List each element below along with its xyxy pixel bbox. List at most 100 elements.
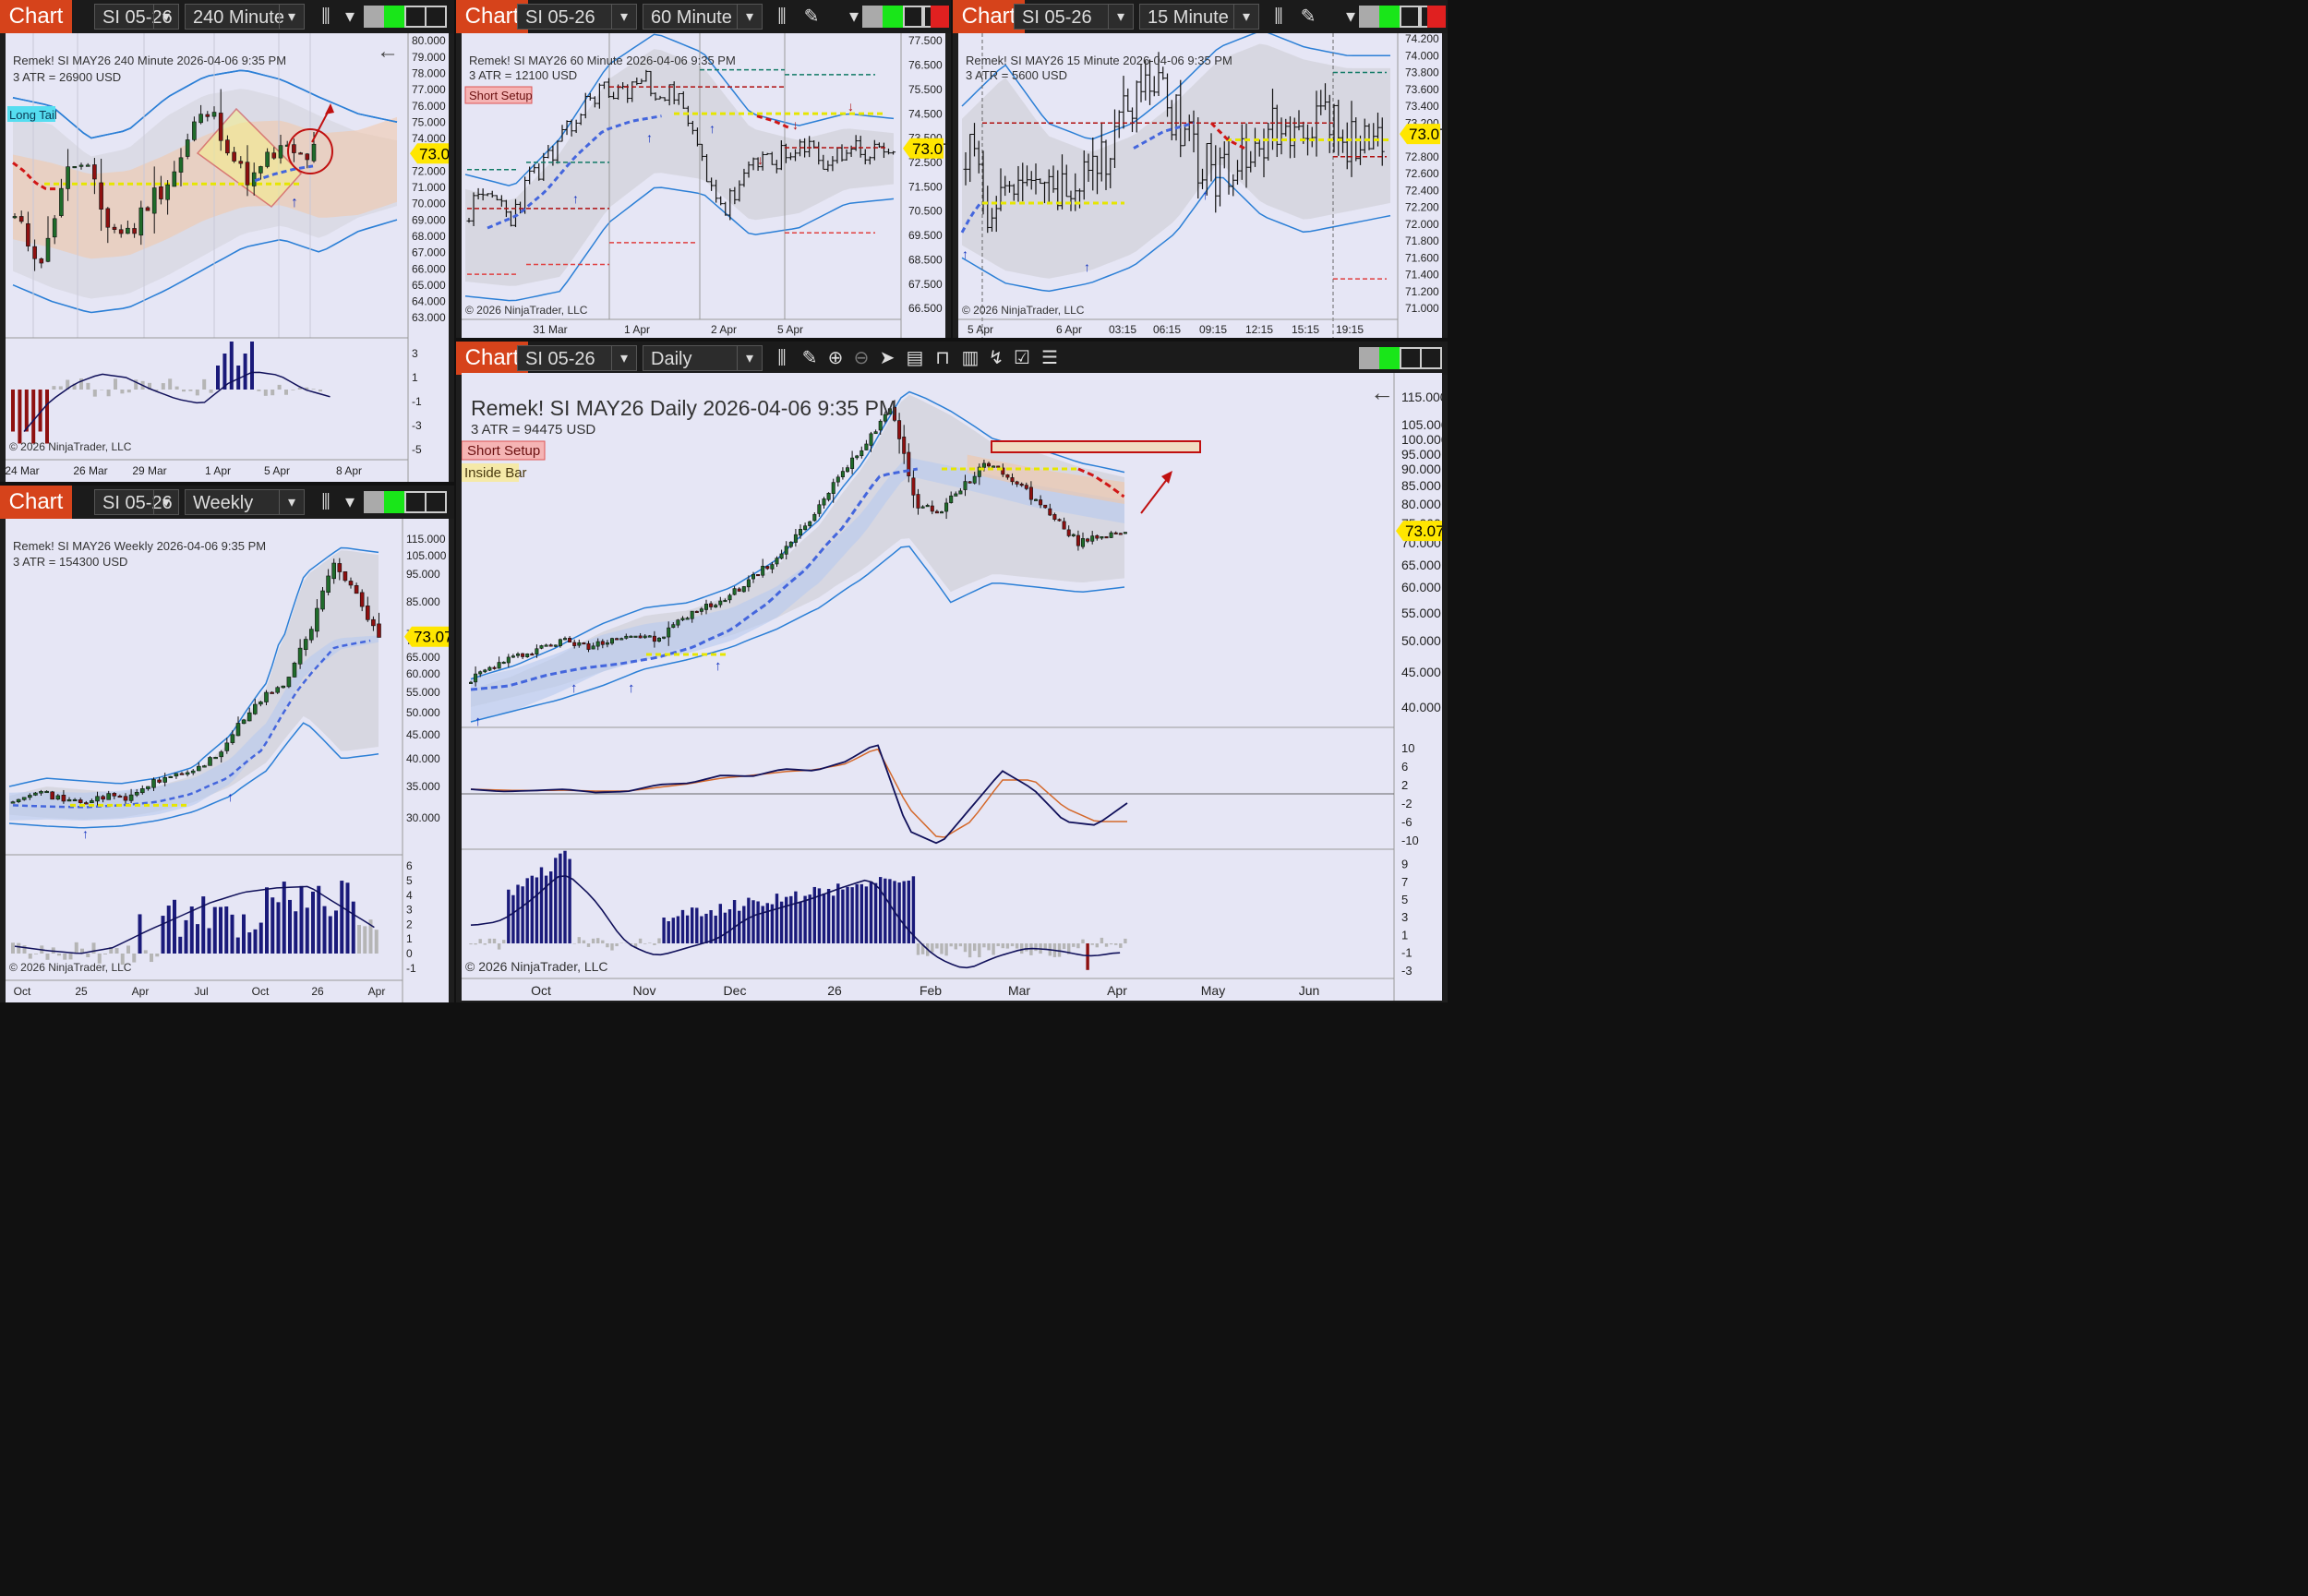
candle: [591, 645, 595, 650]
instrument-selector[interactable]: SI 05-26 ▾: [94, 489, 179, 515]
histogram-bar: [63, 954, 67, 960]
histogram-bar: [643, 943, 647, 944]
interval-selector[interactable]: 240 Minute ▾: [185, 4, 305, 30]
chart-pane[interactable]: ↑ ↑ ↑ ↑ Remek! SI MAY26 Daily 2026-04-06 9:3…: [462, 373, 1442, 1001]
data-box-icon[interactable]: ▤: [906, 348, 924, 368]
minimize-icon[interactable]: [1400, 347, 1422, 369]
gray-tile-icon[interactable]: [862, 6, 884, 28]
chevron-down-icon[interactable]: ▾: [611, 346, 636, 370]
gray-tile-icon[interactable]: [1359, 347, 1381, 369]
draw-pencil-icon[interactable]: ✎: [1300, 6, 1316, 27]
green-tile-icon[interactable]: [883, 6, 905, 28]
window-toolbar: Chart SI 05-26 ▾ Weekly ▾ ⫼ ▾: [0, 486, 454, 519]
bar-type-icon[interactable]: ⫼: [1274, 6, 1283, 27]
histogram-bar: [317, 885, 321, 954]
chart-tab[interactable]: Chart: [0, 0, 72, 33]
macd-tick: -10: [1401, 834, 1419, 847]
chart-tab[interactable]: Chart: [0, 486, 72, 519]
trend-dash-blue: [12, 639, 371, 809]
chevron-down-icon[interactable]: ▾: [1233, 5, 1258, 29]
chart-pane[interactable]: ↑ Remek! SI MAY26 240 Minute 2026-04-06 9…: [6, 33, 449, 482]
chart-pane[interactable]: ↑ ↑ Remek! SI MAY26 Weekly 2026-04-06 9:35…: [6, 519, 449, 1002]
gray-tile-icon[interactable]: [364, 491, 386, 513]
templates-icon[interactable]: ⊓: [935, 348, 950, 368]
bar-type-icon[interactable]: ⫼: [777, 348, 787, 368]
draw-pencil-icon[interactable]: ✎: [803, 6, 820, 27]
instrument-selector[interactable]: SI 05-26 ▾: [1014, 4, 1134, 30]
chevron-down-icon[interactable]: ▾: [737, 5, 762, 29]
maximize-icon[interactable]: [1420, 347, 1442, 369]
chevron-down-icon[interactable]: ▾: [611, 5, 636, 29]
chevron-down-icon[interactable]: ▾: [153, 5, 178, 29]
indicators-icon[interactable]: ▥: [961, 348, 980, 368]
zoom-out-icon[interactable]: ⊖: [853, 348, 870, 368]
minimize-icon[interactable]: [404, 491, 427, 513]
instrument-selector[interactable]: SI 05-26 ▾: [94, 4, 179, 30]
candle: [10, 801, 16, 804]
maximize-icon[interactable]: [425, 6, 447, 28]
green-tile-icon[interactable]: [384, 491, 406, 513]
chart-tab[interactable]: Chart: [456, 0, 528, 33]
chart-tab[interactable]: Chart: [953, 0, 1025, 33]
bar-type-icon[interactable]: ⫼: [321, 492, 331, 512]
instrument-selector[interactable]: SI 05-26 ▾: [517, 4, 637, 30]
histogram-bar: [374, 930, 379, 954]
chevron-down-icon[interactable]: ▾: [153, 490, 178, 514]
candle: [765, 566, 770, 570]
candle: [1090, 535, 1095, 542]
chevron-down-icon[interactable]: ▾: [737, 346, 762, 370]
candle: [667, 627, 671, 638]
price-tick: 80.000: [1401, 497, 1441, 511]
histogram-bar: [86, 954, 90, 957]
back-arrow-icon: ←: [1370, 378, 1394, 406]
bar-type-icon[interactable]: ⫼: [777, 6, 787, 27]
dropdown-arrow-icon[interactable]: ▾: [848, 6, 859, 27]
close-icon[interactable]: [931, 6, 949, 28]
interval-selector[interactable]: Weekly ▾: [185, 489, 305, 515]
list-icon[interactable]: ☰: [1041, 348, 1058, 368]
chevron-down-icon[interactable]: ▾: [279, 490, 304, 514]
chart-pane[interactable]: ↑ ↑ ↑ ↓ ↓ ↓ Remek! SI MAY26 60 Minute 2026-04-…: [462, 33, 945, 338]
histogram-bar: [258, 922, 263, 954]
candle: [297, 647, 303, 665]
interval-selector[interactable]: Daily ▾: [643, 345, 763, 371]
window-toolbar: Chart SI 05-26 ▾ Daily ▾ ⫼ ✎ ⊕ ⊖ ➤ ▤ ⊓ ▥ ↯…: [456, 342, 1448, 375]
chart-tab[interactable]: Chart: [456, 342, 528, 375]
candle: [185, 139, 190, 157]
chevron-down-icon[interactable]: ▾: [1108, 5, 1133, 29]
maximize-icon[interactable]: [425, 491, 447, 513]
macd-line: [470, 744, 1128, 845]
gray-tile-icon[interactable]: [364, 6, 386, 28]
dropdown-arrow-icon[interactable]: ▾: [344, 6, 355, 27]
instrument-selector[interactable]: SI 05-26 ▾: [517, 345, 637, 371]
strategies-icon[interactable]: ↯: [988, 348, 1004, 368]
histogram-bar: [478, 939, 482, 943]
green-tile-icon[interactable]: [1379, 347, 1401, 369]
pointer-icon[interactable]: ➤: [879, 348, 896, 368]
histogram-bar: [79, 378, 83, 390]
candle: [963, 481, 968, 490]
green-tile-icon[interactable]: [384, 6, 406, 28]
zoom-in-icon[interactable]: ⊕: [827, 348, 844, 368]
dropdown-arrow-icon[interactable]: ▾: [344, 492, 355, 512]
interval-selector[interactable]: 60 Minute ▾: [643, 4, 763, 30]
close-icon[interactable]: [1427, 6, 1446, 28]
minimize-icon[interactable]: [1400, 6, 1422, 28]
minimize-icon[interactable]: [404, 6, 427, 28]
chart-pane[interactable]: ↑ ↑ ↑ Remek! SI MAY26 15 Minute 2026-04-06 …: [958, 33, 1442, 338]
chevron-down-icon[interactable]: ▾: [279, 5, 304, 29]
interval-selector[interactable]: 15 Minute ▾: [1139, 4, 1259, 30]
histogram-bar: [114, 948, 119, 954]
price-tick: 72.800: [1405, 150, 1439, 163]
gray-tile-icon[interactable]: [1359, 6, 1381, 28]
draw-pencil-icon[interactable]: ✎: [801, 348, 818, 368]
histogram-bar: [949, 943, 953, 947]
short-setup-badge: [462, 440, 546, 461]
dropdown-arrow-icon[interactable]: ▾: [1345, 6, 1356, 27]
green-tile-icon[interactable]: [1379, 6, 1401, 28]
last-price-marker: [903, 138, 944, 159]
minimize-icon[interactable]: [903, 6, 925, 28]
interval-value: 15 Minute: [1148, 7, 1229, 28]
bar-type-icon[interactable]: ⫼: [321, 6, 331, 27]
properties-icon[interactable]: ☑: [1014, 348, 1030, 368]
